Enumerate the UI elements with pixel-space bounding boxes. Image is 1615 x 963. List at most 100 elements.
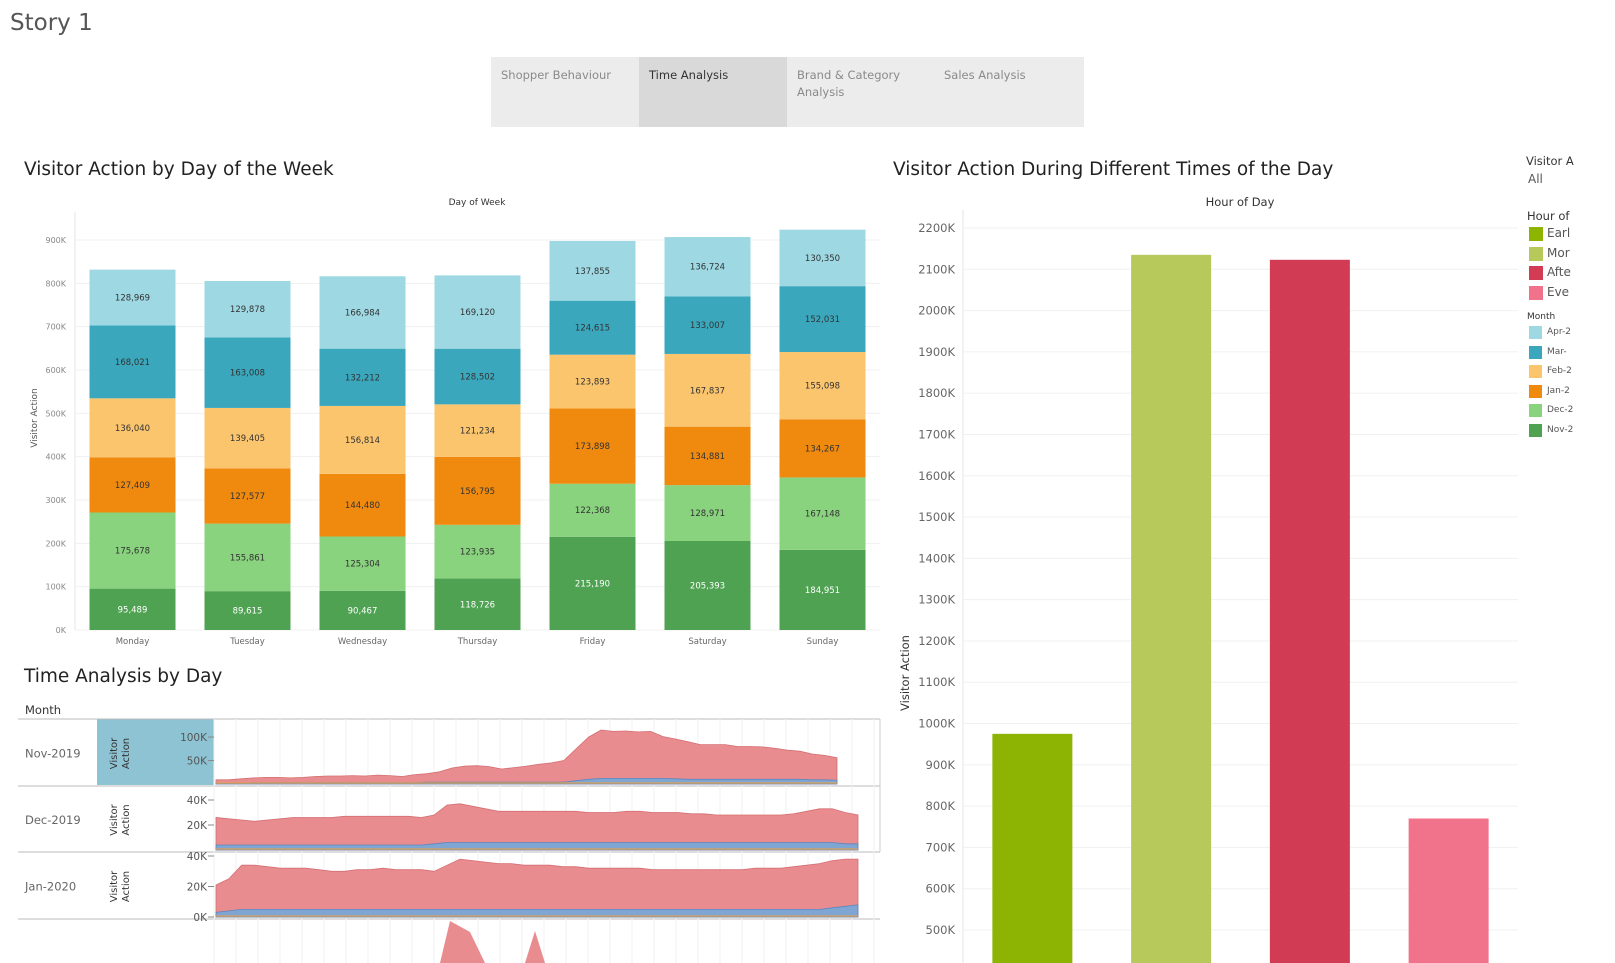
weekday-bar-segment	[664, 353, 751, 427]
weekday-bar-segment	[779, 477, 866, 550]
weekday-bar-data-label: 122,368	[575, 506, 610, 516]
daily-y-tick-label: 50K	[187, 756, 208, 768]
weekday-y-tick-label: 200K	[45, 539, 66, 548]
weekday-bar-data-label: 156,814	[345, 436, 380, 446]
month-legend-swatch[interactable]	[1529, 345, 1542, 359]
weekday-y-tick-label: 800K	[45, 279, 66, 288]
visitor-action-filter-title: Visitor A	[1526, 154, 1574, 168]
tab-sales-analysis[interactable]: Sales Analysis	[934, 57, 1084, 127]
hour-legend-label[interactable]: Mor	[1547, 245, 1570, 260]
weekday-x-tick-label: Tuesday	[229, 637, 265, 647]
weekday-bar-data-label: 168,021	[115, 358, 150, 368]
hour-legend-swatch[interactable]	[1529, 266, 1543, 280]
daily-area-series-partial	[440, 921, 485, 963]
tab-shopper-behaviour[interactable]: Shopper Behaviour	[491, 57, 641, 127]
weekday-bar-segment	[89, 457, 176, 513]
weekday-bar-segment	[204, 337, 291, 408]
month-legend-label[interactable]: Mar-	[1547, 346, 1567, 357]
weekday-y-tick-label: 300K	[45, 496, 66, 505]
month-legend-label[interactable]: Apr-2	[1547, 327, 1571, 337]
daily-area-series-partial	[525, 931, 545, 963]
daily-area-series	[215, 803, 859, 851]
weekday-bar-data-label: 205,393	[690, 581, 725, 591]
month-legend-swatch[interactable]	[1529, 365, 1542, 378]
daily-y-tick-label: 20K	[187, 820, 208, 832]
weekday-bar-data-label: 124,615	[575, 324, 610, 334]
hour-legend-swatch[interactable]	[1529, 227, 1543, 241]
hour-legend-title: Hour of	[1527, 209, 1570, 223]
daily-area-series	[215, 842, 859, 851]
story-title: Story 1	[10, 10, 93, 36]
daily-chart-title: Time Analysis by Day	[24, 666, 223, 687]
tab-brand-category-analysis[interactable]: Brand & Category Analysis	[787, 57, 937, 127]
daily-y-tick-label: 20K	[187, 882, 208, 894]
weekday-x-axis-title: Day of Week	[449, 198, 507, 208]
hourly-bar-afte	[1269, 259, 1350, 963]
hourly-y-tick-label: 500K	[926, 923, 956, 937]
visitor-action-filter-value[interactable]: All	[1528, 172, 1543, 186]
month-legend-label[interactable]: Jan-2	[1547, 385, 1570, 396]
daily-area-series	[215, 858, 859, 918]
hourly-x-axis-title: Hour of Day	[1206, 195, 1275, 209]
daily-y-axis-title: Action	[121, 738, 132, 769]
hourly-y-tick-label: 1700K	[918, 427, 955, 441]
weekday-bar-data-label: 118,726	[460, 600, 495, 610]
weekday-bar-data-label: 134,267	[805, 444, 840, 454]
month-legend-label[interactable]: Dec-2	[1547, 405, 1574, 415]
month-legend-swatch[interactable]	[1529, 326, 1542, 339]
month-legend-swatch[interactable]	[1529, 384, 1542, 398]
weekday-bar-segment	[434, 578, 521, 630]
daily-y-axis-title: Action	[121, 871, 132, 902]
daily-y-tick-label: 0K	[193, 912, 208, 924]
weekday-bar-segment	[89, 398, 176, 458]
weekday-bar-segment	[434, 456, 521, 525]
weekday-bar-data-label: 144,480	[345, 501, 380, 511]
daily-selected-row-highlight	[97, 719, 214, 785]
hourly-y-tick-label: 2000K	[918, 304, 955, 318]
tab-time-analysis[interactable]: Time Analysis	[639, 57, 789, 127]
weekday-bar-segment	[204, 281, 291, 338]
weekday-bar-segment	[204, 468, 291, 524]
weekday-bar-segment	[434, 275, 521, 349]
weekday-x-tick-label: Saturday	[688, 637, 726, 647]
weekday-bar-segment	[204, 407, 291, 469]
month-legend-label[interactable]: Nov-2	[1547, 424, 1574, 435]
weekday-bar-segment	[89, 588, 176, 630]
weekday-y-tick-label: 500K	[45, 409, 66, 418]
weekday-bar-segment	[89, 512, 176, 589]
weekday-bar-data-label: 123,893	[575, 378, 610, 388]
hour-legend-label[interactable]: Afte	[1547, 265, 1571, 279]
weekday-bar-data-label: 129,878	[230, 305, 265, 315]
hour-legend-label[interactable]: Earl	[1547, 226, 1571, 240]
hourly-y-tick-label: 1400K	[918, 551, 955, 565]
hour-legend-swatch[interactable]	[1529, 285, 1543, 300]
month-legend-label[interactable]: Feb-2	[1547, 366, 1572, 376]
month-legend-swatch[interactable]	[1529, 423, 1542, 437]
weekday-bar-segment	[434, 348, 521, 405]
weekday-bar-segment	[549, 240, 636, 301]
weekday-bar-segment	[434, 524, 521, 579]
weekday-bar-segment	[204, 591, 291, 630]
hourly-y-tick-label: 1300K	[918, 593, 955, 607]
weekday-bar-segment	[779, 352, 866, 420]
daily-y-axis-title: Visitor	[109, 737, 120, 769]
weekday-y-tick-label: 600K	[45, 366, 66, 375]
weekday-bar-segment	[664, 296, 751, 354]
hourly-y-tick-label: 1800K	[918, 386, 955, 400]
hourly-y-tick-label: 1100K	[918, 675, 955, 689]
hour-legend-swatch[interactable]	[1529, 246, 1543, 261]
weekday-y-tick-label: 400K	[45, 453, 66, 462]
hourly-bar-mor	[1131, 254, 1212, 963]
month-legend-swatch[interactable]	[1529, 404, 1542, 417]
hour-legend-label[interactable]: Eve	[1547, 284, 1570, 299]
weekday-bar-segment	[664, 237, 751, 297]
daily-y-tick-label: 40K	[187, 851, 208, 863]
weekday-bar-segment	[319, 348, 406, 406]
weekday-x-tick-label: Thursday	[457, 637, 498, 647]
weekday-bar-data-label: 90,467	[348, 606, 378, 616]
weekday-bar-segment	[319, 590, 406, 630]
hourly-y-tick-label: 1600K	[918, 469, 955, 483]
weekday-bar-segment	[89, 325, 176, 399]
weekday-bar-segment	[319, 276, 406, 349]
